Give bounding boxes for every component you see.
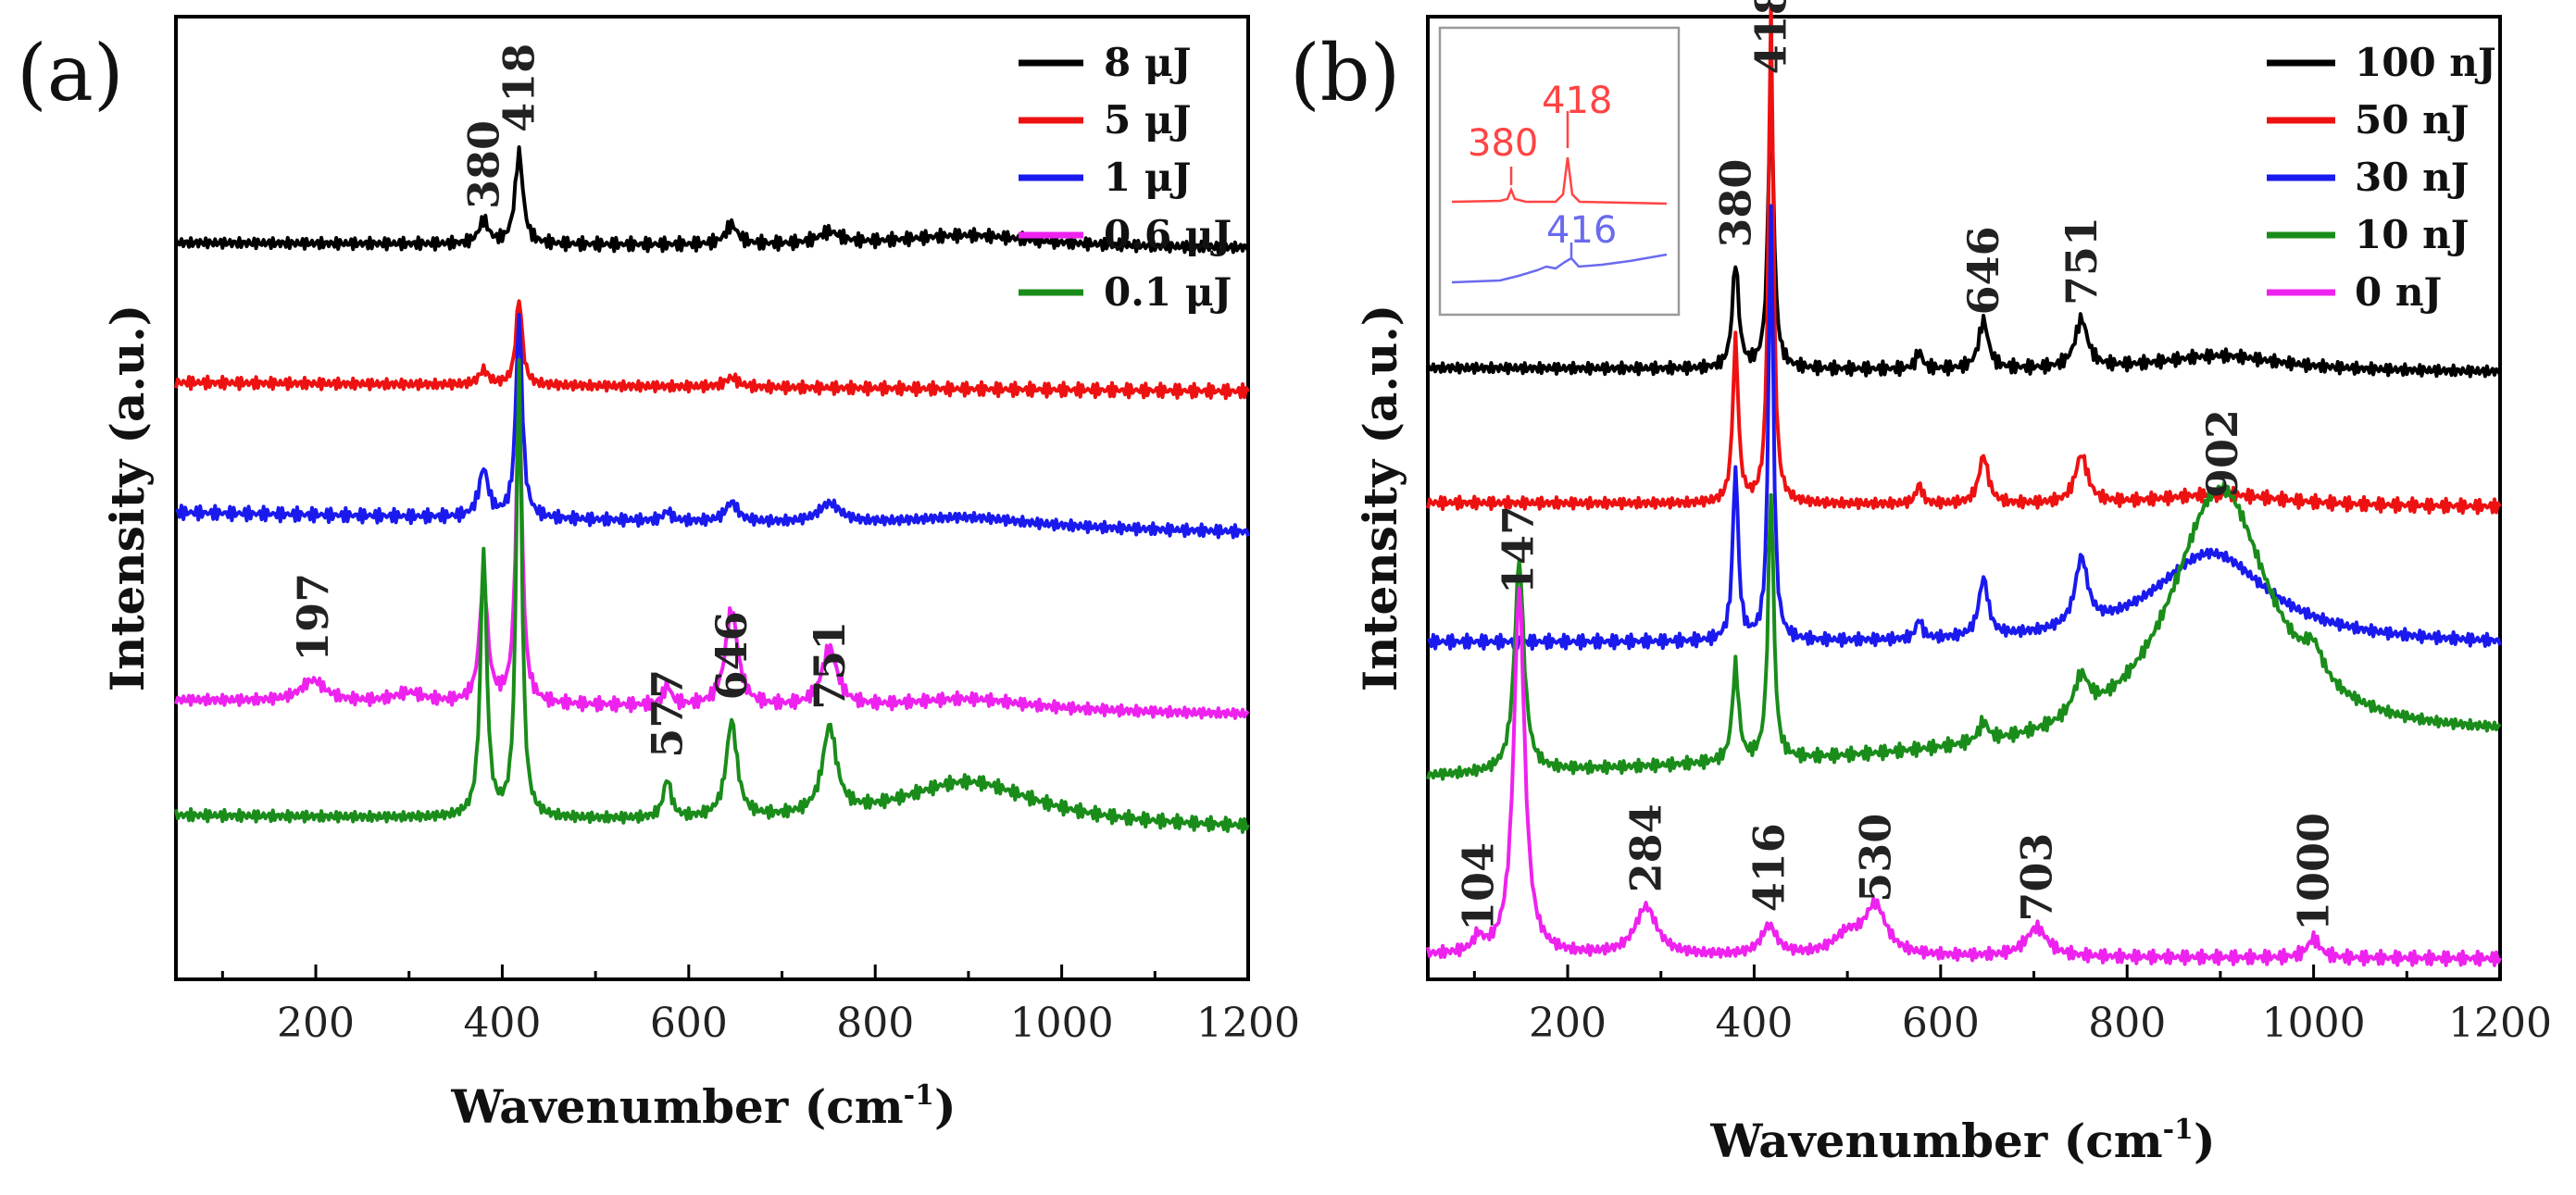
series-line-1-uJ (175, 313, 1250, 540)
peak-label-284: 284 (1621, 803, 1671, 892)
peak-label-577: 577 (643, 669, 693, 758)
inset-blue-spectrum (1451, 253, 1668, 284)
legend-label: 100 nJ (2355, 40, 2496, 85)
inset-label-416: 416 (1546, 209, 1617, 252)
series-line-8-uJ (174, 145, 1250, 255)
x-tick-label: 800 (836, 1000, 914, 1047)
panel-b-label: (b) (1290, 28, 1400, 118)
panel-a-x-ticks: 200 400 600 800 1000 1200 (220, 965, 1300, 1047)
series-line-100-nJ (1426, 81, 2502, 379)
panel-b-inset: 380 418 416 (1438, 26, 1681, 317)
legend-label: 8 μJ (1104, 40, 1191, 85)
series-line-0.1-uJ (174, 358, 1250, 834)
panel-b-series (1426, 3, 2502, 967)
series-line-5-uJ (174, 299, 1250, 401)
panel-b-legend: 100 nJ 50 nJ 30 nJ 10 nJ 0 nJ (2267, 40, 2496, 315)
peak-label-197: 197 (288, 573, 338, 662)
panel-a-y-axis-title: Intensity (a.u.) (100, 305, 155, 692)
peak-label-380: 380 (1710, 159, 1760, 248)
series-line-0.6-uJ (174, 406, 1250, 720)
x-tick-label: 1000 (2262, 1000, 2366, 1047)
x-tick-label: 400 (463, 1000, 541, 1047)
x-tick-label: 800 (2088, 1000, 2166, 1047)
legend-label: 0 nJ (2355, 269, 2442, 315)
legend-label: 1 μJ (1104, 155, 1191, 200)
panel-b: (b) 200 400 600 800 1000 1200 104 147 284 416 530… (1290, 0, 2552, 1168)
legend-label: 10 nJ (2355, 212, 2469, 257)
legend-label: 50 nJ (2355, 97, 2469, 143)
peak-label-147: 147 (1494, 505, 1544, 594)
inset-frame (1438, 26, 1681, 317)
peak-label-418: 418 (1746, 0, 1796, 74)
inset-red-spectrum (1451, 156, 1668, 205)
x-tick-label: 1000 (1010, 1000, 1114, 1047)
legend-label: 30 nJ (2355, 155, 2469, 200)
series-line-50-nJ (1426, 3, 2502, 516)
x-tick-label: 600 (1902, 1000, 1980, 1047)
panel-a-legend: 8 μJ 5 μJ 1 μJ 0.6 μJ 0.1 μJ (1019, 40, 1232, 315)
peak-label-418: 418 (494, 44, 544, 132)
inset-label-380: 380 (1468, 122, 1538, 165)
panel-a-x-axis-title: Wavenumber (cm-1) (450, 1079, 956, 1134)
peak-label-751: 751 (2057, 217, 2107, 305)
x-tick-label: 200 (277, 1000, 355, 1047)
peak-label-703: 703 (2012, 833, 2062, 922)
legend-label: 0.1 μJ (1104, 269, 1232, 315)
series-line-10-nJ (1426, 480, 2502, 781)
series-line-0-nJ (1426, 586, 2502, 967)
panel-a-series (174, 145, 1250, 834)
x-tick-label: 1200 (2448, 1000, 2552, 1047)
peak-label-751: 751 (805, 621, 855, 710)
peak-label-104: 104 (1453, 842, 1503, 931)
series-line-30-nJ (1427, 204, 2502, 651)
x-tick-label: 600 (650, 1000, 728, 1047)
peak-label-646: 646 (707, 611, 757, 700)
peak-label-902: 902 (2197, 409, 2247, 498)
peak-label-1000: 1000 (2289, 813, 2339, 931)
panel-b-plot-frame (1426, 15, 2502, 981)
panel-b-y-axis-title: Intensity (a.u.) (1353, 305, 1407, 692)
panel-a-plot-frame (174, 15, 1250, 981)
legend-label: 0.6 μJ (1104, 212, 1232, 257)
panel-b-x-axis-title: Wavenumber (cm-1) (1709, 1114, 2215, 1168)
legend-label: 5 μJ (1104, 97, 1191, 143)
x-tick-label: 400 (1715, 1000, 1793, 1047)
peak-label-530: 530 (1850, 814, 1900, 902)
peak-label-416: 416 (1744, 823, 1794, 912)
x-tick-label: 200 (1529, 1000, 1607, 1047)
inset-label-418: 418 (1542, 80, 1612, 122)
peak-label-380: 380 (458, 120, 508, 209)
x-tick-label: 1200 (1196, 1000, 1300, 1047)
panel-a-label: (a) (17, 28, 124, 118)
panel-b-x-ticks: 200 400 600 800 1000 1200 (1472, 965, 2552, 1047)
peak-label-646: 646 (1958, 226, 2008, 315)
